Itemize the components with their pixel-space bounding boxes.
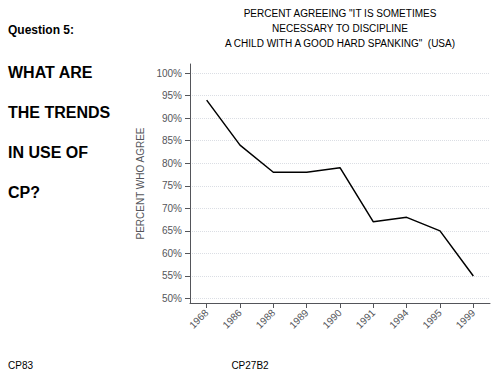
svg-text:60%: 60%: [162, 248, 182, 259]
svg-text:1995: 1995: [420, 307, 444, 331]
svg-text:1994: 1994: [387, 307, 411, 331]
svg-text:65%: 65%: [162, 225, 182, 236]
svg-text:A CHILD WITH A GOOD HARD SPANK: A CHILD WITH A GOOD HARD SPANKING" (USA): [225, 38, 455, 49]
svg-text:CP83: CP83: [8, 360, 33, 371]
svg-text:80%: 80%: [162, 158, 182, 169]
svg-text:50%: 50%: [162, 293, 182, 304]
svg-text:1991: 1991: [354, 307, 378, 331]
svg-text:CP27B2: CP27B2: [231, 360, 269, 371]
svg-text:100%: 100%: [156, 68, 182, 79]
svg-text:95%: 95%: [162, 90, 182, 101]
svg-text:NECESSARY TO DISCIPLINE: NECESSARY TO DISCIPLINE: [272, 23, 408, 34]
svg-text:1989: 1989: [287, 307, 311, 331]
svg-text:75%: 75%: [162, 180, 182, 191]
svg-text:1990: 1990: [320, 307, 344, 331]
svg-text:90%: 90%: [162, 113, 182, 124]
svg-text:1999: 1999: [454, 307, 478, 331]
svg-text:70%: 70%: [162, 203, 182, 214]
svg-text:85%: 85%: [162, 135, 182, 146]
svg-text:IN USE OF: IN USE OF: [8, 144, 88, 161]
svg-text:55%: 55%: [162, 270, 182, 281]
svg-text:THE TRENDS: THE TRENDS: [8, 104, 111, 121]
svg-text:1988: 1988: [254, 307, 278, 331]
svg-text:1986: 1986: [220, 307, 244, 331]
svg-text:WHAT ARE: WHAT ARE: [8, 64, 93, 81]
svg-text:PERCENT WHO AGREE: PERCENT WHO AGREE: [135, 127, 146, 239]
svg-text:PERCENT AGREEING "IT IS SOMETI: PERCENT AGREEING "IT IS SOMETIMES: [244, 8, 437, 19]
svg-text:Question 5:: Question 5:: [8, 23, 74, 37]
svg-text:1968: 1968: [187, 307, 211, 331]
svg-text:CP?: CP?: [8, 184, 40, 201]
